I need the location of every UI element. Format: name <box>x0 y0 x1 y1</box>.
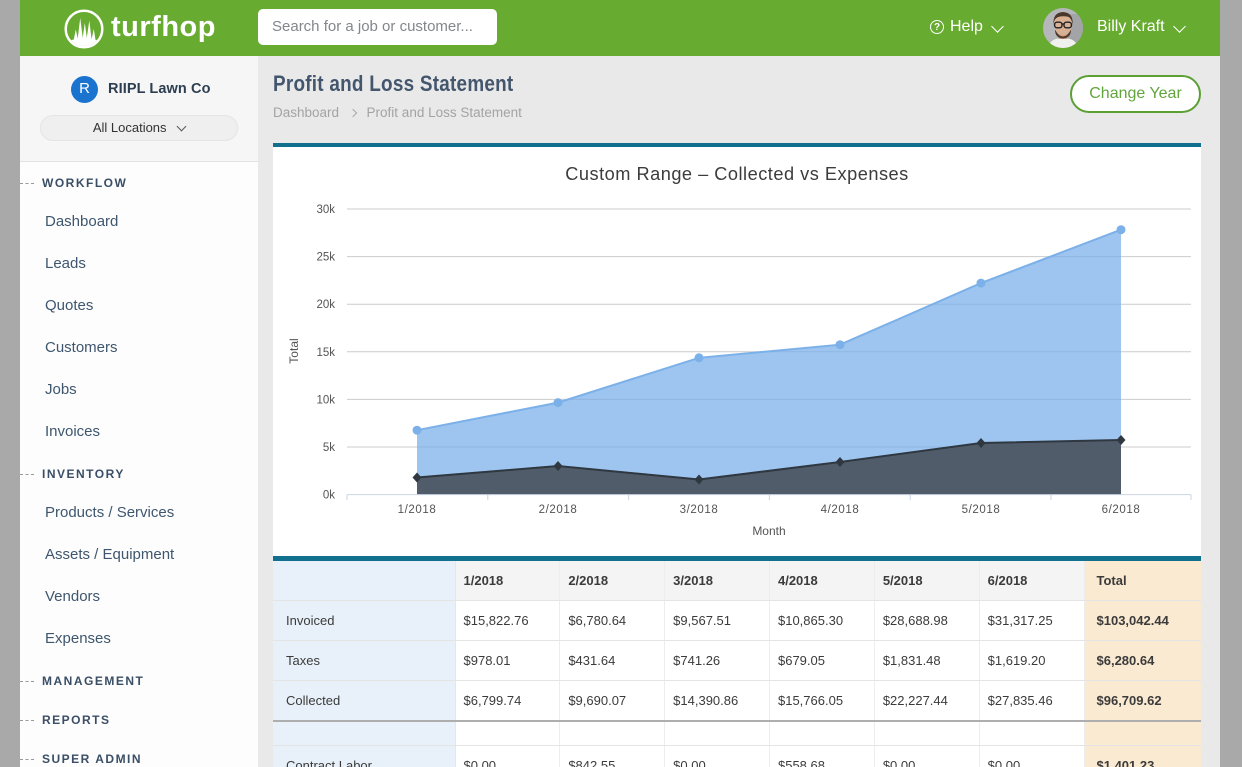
svg-text:30k: 30k <box>316 204 335 216</box>
svg-text:20k: 20k <box>316 299 335 311</box>
svg-text:Total: Total <box>287 338 301 363</box>
svg-text:4/2018: 4/2018 <box>821 504 860 516</box>
svg-text:Month: Month <box>752 524 785 538</box>
svg-text:2/2018: 2/2018 <box>539 504 578 516</box>
svg-text:25k: 25k <box>316 252 335 264</box>
svg-text:15k: 15k <box>316 347 335 359</box>
svg-text:0k: 0k <box>323 490 335 502</box>
svg-text:10k: 10k <box>316 394 335 406</box>
svg-text:Custom Range – Collected vs Ex: Custom Range – Collected vs Expenses <box>565 164 909 184</box>
svg-text:5k: 5k <box>323 442 335 454</box>
svg-text:3/2018: 3/2018 <box>680 504 719 516</box>
svg-text:1/2018: 1/2018 <box>398 504 437 516</box>
svg-text:5/2018: 5/2018 <box>962 504 1001 516</box>
svg-text:6/2018: 6/2018 <box>1102 504 1141 516</box>
